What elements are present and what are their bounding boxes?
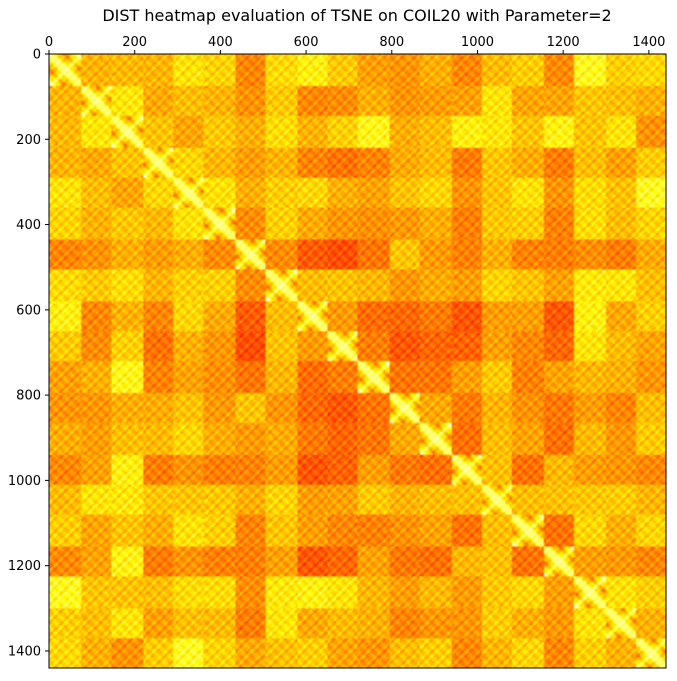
heatmap-image [49,54,666,668]
x-tick-label: 1200 [547,35,580,50]
y-tick-label: 1200 [8,559,41,574]
y-tick-label: 200 [16,133,41,148]
x-tick-label: 400 [208,35,233,50]
plot-frame [48,53,667,669]
y-axis-ticks: 0 200 400 600 800 1000 1200 1400 [8,48,49,659]
chart-title: DIST heatmap evaluation of TSNE on COIL2… [102,6,611,25]
y-tick-label: 400 [16,218,41,233]
heatmap-area [49,54,666,668]
y-tick-label: 1000 [8,474,41,489]
x-tick-label: 0 [45,35,53,50]
y-tick-label: 600 [16,303,41,318]
y-tick-label: 800 [16,389,41,404]
x-tick-label: 600 [294,35,319,50]
x-tick-label: 200 [122,35,147,50]
x-tick-label: 1000 [461,35,494,50]
x-tick-label: 1400 [632,35,665,50]
y-tick-label: 1400 [8,644,41,659]
x-tick-label: 800 [379,35,404,50]
y-tick-label: 0 [33,48,41,63]
x-axis-ticks: 0 200 400 600 800 1000 1200 1400 [45,35,665,54]
